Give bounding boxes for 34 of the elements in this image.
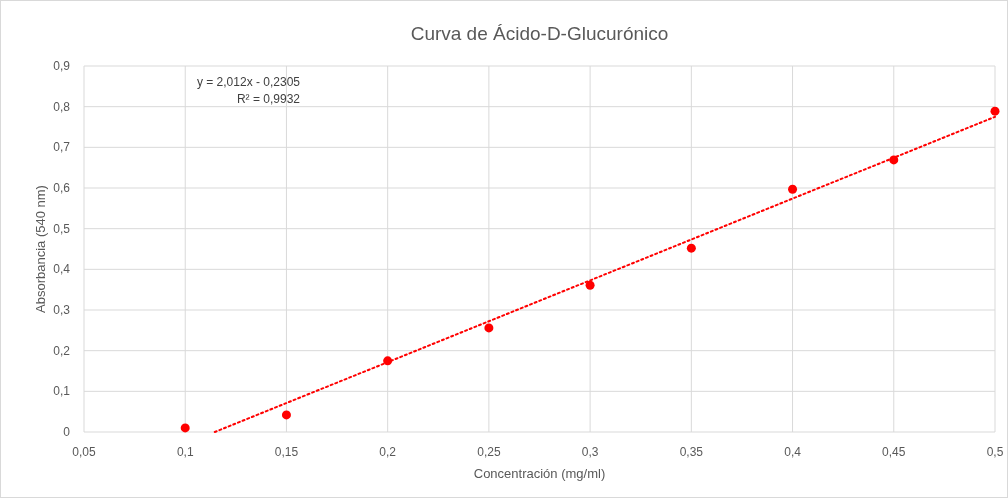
annotation: y = 2,012x - 0,2305 (196, 75, 301, 89)
point (484, 323, 494, 333)
x-tick-label: 0,35 (679, 445, 704, 459)
point (585, 280, 595, 290)
point (180, 423, 190, 433)
x-tick-label: 0,45 (882, 445, 906, 459)
x-tick-label: 0,1 (176, 445, 194, 459)
x-tick-label: 0,4 (784, 445, 802, 459)
x-tick-label: 0,15 (274, 445, 299, 459)
x-tick-label: 0,2 (379, 445, 397, 459)
y-tick-label: 0,6 (53, 181, 71, 195)
x-tick-label: 0,05 (72, 445, 96, 459)
y-axis-title: Absorbancia (540 nm) (33, 185, 48, 313)
x-tick-label: 0,25 (477, 445, 501, 459)
point (788, 184, 798, 194)
y-tick-label: 0,3 (53, 303, 71, 317)
y-tick-label: 0,7 (53, 140, 71, 155)
annotation: R² = 0,9932 (236, 92, 301, 106)
point (383, 356, 393, 366)
x-tick-label: 0,5 (986, 445, 1004, 459)
point (990, 106, 1000, 116)
point (281, 410, 291, 420)
y-tick-label: 0,2 (53, 343, 71, 358)
point (889, 155, 899, 165)
x-axis-title: Concentración (mg/ml) (473, 466, 606, 481)
chart-title: Curva de Ácido-D-Glucurónico (410, 23, 669, 44)
y-tick-label: 0,9 (53, 59, 71, 73)
y-tick-label: 0,4 (53, 262, 71, 277)
y-tick-label: 0,5 (53, 221, 71, 236)
point (686, 243, 696, 253)
y-tick-label: 0,8 (53, 99, 71, 114)
y-tick-label: 0,1 (53, 384, 71, 399)
y-tick-label: 0 (63, 425, 71, 439)
x-tick-label: 0,3 (581, 445, 599, 459)
